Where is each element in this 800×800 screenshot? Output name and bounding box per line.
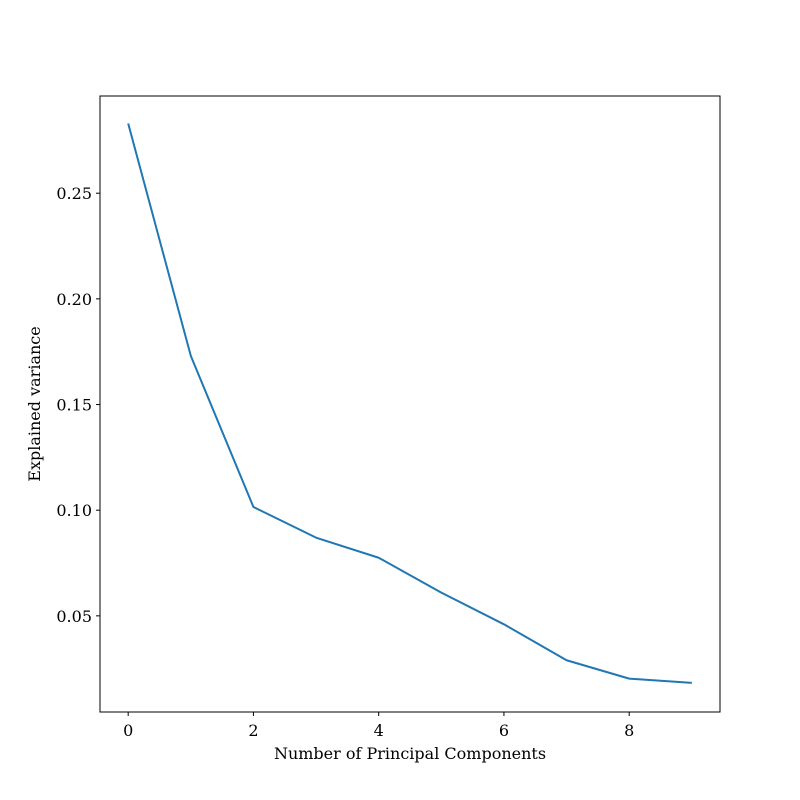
x-axis: 0 2 4 6 8	[123, 712, 634, 740]
x-tick-label: 2	[248, 721, 258, 740]
plot-frame	[99, 95, 721, 713]
x-tick-label: 8	[624, 721, 634, 740]
series-line	[127, 123, 692, 684]
x-tick-label: 6	[499, 721, 509, 740]
x-tick-label: 0	[123, 721, 133, 740]
y-axis: 0.05 0.10 0.15 0.20 0.25	[56, 184, 100, 626]
y-axis-label: Explained variance	[25, 326, 44, 481]
y-tick-label: 0.15	[56, 396, 92, 415]
y-tick-label: 0.05	[56, 607, 92, 626]
x-tick-label: 4	[374, 721, 384, 740]
series-layer	[127, 123, 692, 684]
y-tick-label: 0.20	[56, 290, 92, 309]
y-tick-label: 0.10	[56, 501, 92, 520]
x-axis-label: Number of Principal Components	[274, 744, 546, 763]
y-tick-label: 0.25	[56, 184, 92, 203]
